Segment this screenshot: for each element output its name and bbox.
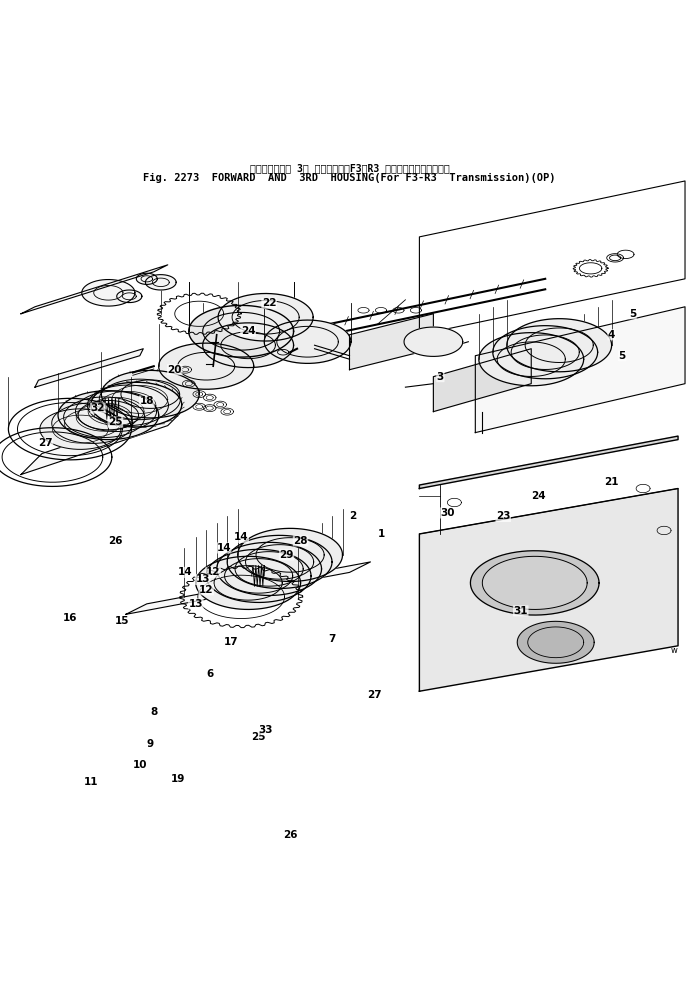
Text: 前　　辺および 3速 ハウジング（F3・R3 トランスミッション用）: 前 辺および 3速 ハウジング（F3・R3 トランスミッション用） xyxy=(250,164,449,174)
Polygon shape xyxy=(64,397,145,437)
Polygon shape xyxy=(507,319,612,372)
Polygon shape xyxy=(479,333,584,386)
Polygon shape xyxy=(404,327,463,357)
Polygon shape xyxy=(82,279,135,307)
Polygon shape xyxy=(419,488,678,691)
Text: 16: 16 xyxy=(63,613,77,623)
Polygon shape xyxy=(75,391,157,431)
Polygon shape xyxy=(40,409,121,449)
Text: 12: 12 xyxy=(206,568,220,578)
Polygon shape xyxy=(99,379,180,420)
Polygon shape xyxy=(159,343,254,389)
Text: 12: 12 xyxy=(199,585,213,595)
Text: 17: 17 xyxy=(224,637,238,647)
Polygon shape xyxy=(87,385,168,425)
Polygon shape xyxy=(196,557,301,609)
Text: Fig. 2273  FORWARD  AND  3RD  HOUSING(For F3-R3  Transmission)(OP): Fig. 2273 FORWARD AND 3RD HOUSING(For F3… xyxy=(143,173,556,183)
Polygon shape xyxy=(145,274,176,290)
Polygon shape xyxy=(21,265,168,314)
Text: 27: 27 xyxy=(38,438,52,448)
Polygon shape xyxy=(482,557,587,609)
Text: 10: 10 xyxy=(133,760,147,770)
Text: 32: 32 xyxy=(91,403,105,413)
Polygon shape xyxy=(21,405,189,474)
Text: 24: 24 xyxy=(241,327,255,337)
Text: 8: 8 xyxy=(150,708,157,718)
Polygon shape xyxy=(117,290,142,303)
Polygon shape xyxy=(238,529,343,582)
Polygon shape xyxy=(101,371,199,418)
Polygon shape xyxy=(136,273,157,284)
Polygon shape xyxy=(419,436,678,488)
Text: 26: 26 xyxy=(108,536,122,546)
Text: 23: 23 xyxy=(496,512,510,522)
Text: 21: 21 xyxy=(605,476,619,486)
Text: 4: 4 xyxy=(608,330,615,340)
Text: 28: 28 xyxy=(294,536,308,546)
Text: 9: 9 xyxy=(147,739,154,749)
Polygon shape xyxy=(35,349,143,387)
Text: 3: 3 xyxy=(437,372,444,382)
Polygon shape xyxy=(227,536,332,589)
Polygon shape xyxy=(218,293,313,341)
Text: 15: 15 xyxy=(115,616,129,626)
Text: 30: 30 xyxy=(440,508,454,518)
Text: 25: 25 xyxy=(108,417,122,427)
Text: 27: 27 xyxy=(367,689,381,699)
Text: 22: 22 xyxy=(262,298,276,309)
Text: 6: 6 xyxy=(206,668,213,678)
Polygon shape xyxy=(58,391,159,439)
Text: 11: 11 xyxy=(84,777,98,787)
Text: 18: 18 xyxy=(140,396,154,406)
Text: 25: 25 xyxy=(252,732,266,742)
Polygon shape xyxy=(517,621,594,663)
Polygon shape xyxy=(126,562,370,614)
Polygon shape xyxy=(189,306,294,357)
Text: 5: 5 xyxy=(619,351,626,361)
Text: 14: 14 xyxy=(217,543,231,553)
Text: 33: 33 xyxy=(259,725,273,735)
Text: w: w xyxy=(671,646,678,655)
Text: 13: 13 xyxy=(196,575,210,584)
Text: 31: 31 xyxy=(514,606,528,616)
Polygon shape xyxy=(217,543,322,596)
Polygon shape xyxy=(206,550,311,602)
Polygon shape xyxy=(475,307,685,432)
Polygon shape xyxy=(52,403,133,443)
Text: 5: 5 xyxy=(629,309,636,319)
Text: 1: 1 xyxy=(377,529,384,539)
Polygon shape xyxy=(350,314,433,370)
Text: 13: 13 xyxy=(189,599,203,609)
Text: 14: 14 xyxy=(178,568,192,578)
Polygon shape xyxy=(264,320,351,364)
Text: 20: 20 xyxy=(168,365,182,375)
Text: 29: 29 xyxy=(280,550,294,560)
Polygon shape xyxy=(433,349,531,412)
Text: 2: 2 xyxy=(350,512,356,522)
Text: 26: 26 xyxy=(283,829,297,839)
Text: 14: 14 xyxy=(234,533,248,543)
Polygon shape xyxy=(470,551,599,615)
Polygon shape xyxy=(203,323,294,368)
Text: 19: 19 xyxy=(171,774,185,784)
Text: 7: 7 xyxy=(329,634,336,644)
Polygon shape xyxy=(493,326,598,379)
Text: 24: 24 xyxy=(531,490,545,500)
